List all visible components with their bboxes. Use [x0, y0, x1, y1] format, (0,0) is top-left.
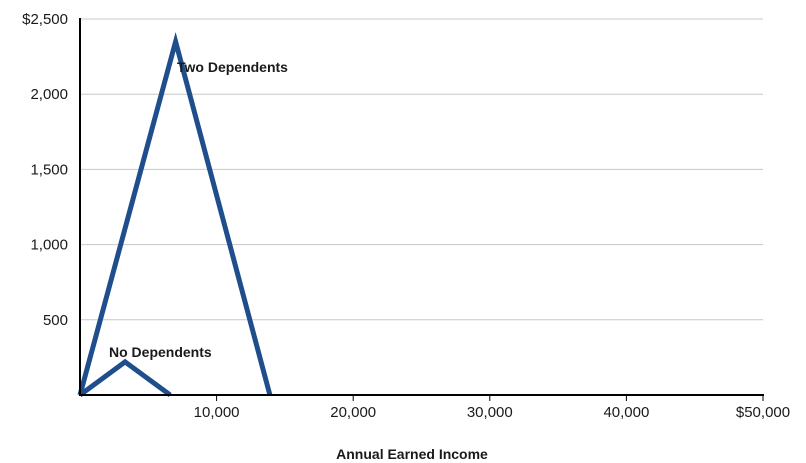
- series-layer: [77, 31, 273, 398]
- y-tick-label: 500: [43, 312, 68, 329]
- axes: [79, 18, 764, 396]
- annotation-no-dependents: No Dependents: [109, 344, 212, 360]
- x-tick-label: 30,000: [467, 404, 513, 421]
- y-tick-label: $2,500: [22, 11, 68, 28]
- series-line-no-dependents: [78, 358, 172, 398]
- tick-labels: 500 1,000 1,500 2,000 $2,500 10,000 20,000 30,0…: [22, 11, 790, 421]
- annotation-two-dependents: Two Dependents: [177, 59, 288, 75]
- series-line-two-dependents: [77, 31, 273, 396]
- y-tick-label: 1,500: [30, 161, 68, 178]
- annotations: Two Dependents No Dependents: [109, 59, 288, 360]
- y-tick-label: 1,000: [30, 237, 68, 254]
- x-axis-title: Annual Earned Income: [336, 446, 488, 462]
- x-tick-label: 20,000: [330, 404, 376, 421]
- x-tick-label: 10,000: [194, 404, 240, 421]
- y-tick-label: 2,000: [30, 86, 68, 103]
- x-tick-label: 40,000: [603, 404, 649, 421]
- x-tick-label: $50,000: [736, 404, 790, 421]
- gridlines: [80, 18, 763, 321]
